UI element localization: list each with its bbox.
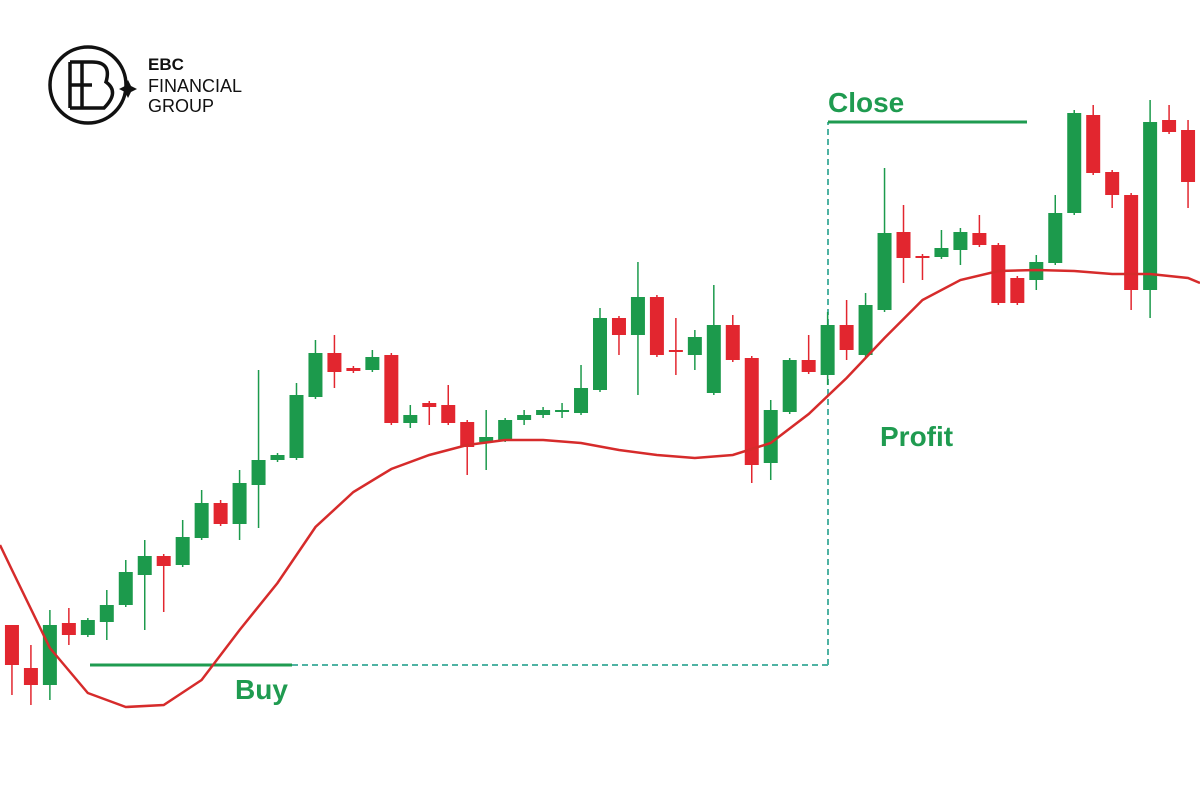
candle-body — [1124, 195, 1139, 290]
candle-body — [1143, 122, 1158, 290]
candle-body — [630, 297, 645, 335]
logo-star — [119, 80, 137, 98]
candle-body — [23, 668, 38, 685]
buy-label: Buy — [235, 674, 288, 705]
candle-body — [1048, 213, 1063, 263]
candle-body — [327, 353, 342, 372]
logo-line: GROUP — [148, 96, 214, 116]
candle-body — [763, 410, 778, 463]
candle-body — [232, 483, 247, 524]
candle-body — [934, 248, 949, 257]
candle-body — [1086, 115, 1101, 173]
candle-body — [915, 256, 930, 258]
candle-body — [175, 537, 190, 565]
candle-body — [782, 360, 797, 412]
candle-body — [1010, 278, 1025, 303]
candle-body — [365, 357, 380, 370]
close-label: Close — [828, 87, 904, 118]
candle-body — [346, 368, 361, 371]
logo: EBC FINANCIAL GROUP — [48, 45, 242, 125]
candle-body — [991, 245, 1006, 303]
candle-body — [498, 420, 513, 440]
candle-body — [194, 503, 209, 538]
candle-body — [118, 572, 133, 605]
candle-body — [99, 605, 114, 622]
logo-name: EBC — [148, 55, 184, 74]
candle-body — [1181, 130, 1196, 182]
candle-body — [896, 232, 911, 258]
candle-body — [251, 460, 266, 485]
candle-body — [725, 325, 740, 360]
candle-body — [593, 318, 607, 390]
candle-body — [839, 325, 854, 350]
candle-body — [479, 437, 494, 442]
candle-body — [820, 325, 835, 375]
moving-average — [0, 268, 1200, 709]
candle-body — [441, 405, 456, 423]
candle-body — [289, 395, 304, 458]
candle-body — [1067, 113, 1082, 213]
candle-body — [80, 620, 95, 635]
candle-body — [668, 350, 683, 352]
logo-mark — [68, 60, 115, 110]
candle-body — [555, 410, 570, 412]
candle-body — [953, 232, 968, 250]
candle-body — [649, 297, 664, 355]
candle-body — [422, 403, 437, 407]
candle-body — [517, 415, 532, 420]
candle-body — [801, 360, 816, 372]
candle-body — [270, 455, 285, 460]
candle-body — [744, 358, 759, 465]
candle-body — [384, 355, 399, 423]
candle-body — [403, 415, 418, 423]
candle-body — [213, 503, 228, 524]
candle-body — [1105, 172, 1120, 195]
candle-body — [308, 353, 323, 397]
candle-body — [687, 337, 702, 355]
candle-body — [858, 305, 873, 355]
candle-body — [972, 233, 987, 245]
candle-body — [611, 318, 626, 335]
candle-body — [536, 410, 551, 415]
candle-body — [1162, 120, 1177, 132]
candle-body — [4, 625, 19, 665]
profit-label: Profit — [880, 421, 953, 452]
candle-body — [156, 556, 171, 566]
candle-body — [877, 233, 892, 310]
candle-body — [61, 623, 76, 635]
candle-body — [574, 388, 589, 413]
candle-body — [460, 422, 475, 447]
candle-body — [137, 556, 152, 575]
logo-line: FINANCIAL — [148, 76, 242, 96]
candle-body — [706, 325, 721, 393]
